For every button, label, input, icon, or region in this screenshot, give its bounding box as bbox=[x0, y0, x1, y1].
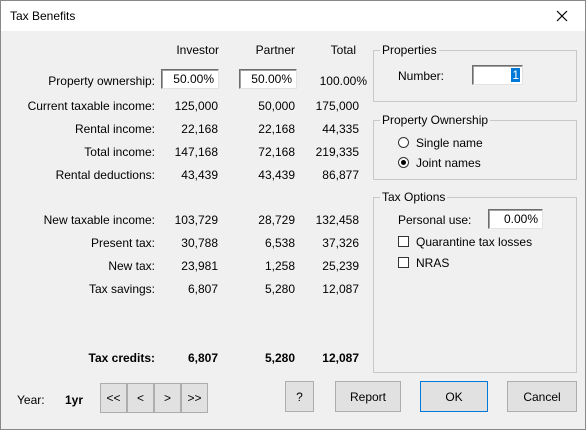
total-value: 219,335 bbox=[315, 145, 359, 159]
investor-credits: 6,807 bbox=[187, 351, 218, 365]
previous-year-button[interactable]: < bbox=[127, 383, 154, 413]
row-label: Rental income: bbox=[74, 122, 155, 136]
property-number-value: 1 bbox=[511, 68, 520, 82]
investor-value: 6,807 bbox=[187, 282, 218, 296]
row-label: New taxable income: bbox=[43, 213, 155, 227]
number-label: Number: bbox=[398, 69, 445, 83]
report-button[interactable]: Report bbox=[335, 381, 401, 412]
first-year-button[interactable]: << bbox=[100, 383, 127, 413]
partner-ownership-input[interactable]: 50.00% bbox=[239, 69, 297, 89]
investor-value: 22,168 bbox=[181, 122, 218, 136]
joint-names-label: Joint names bbox=[416, 156, 481, 170]
quarantine-label: Quarantine tax losses bbox=[416, 235, 533, 249]
column-header-partner: Partner bbox=[255, 43, 295, 57]
nras-label: NRAS bbox=[416, 256, 450, 270]
total-ownership: 100.00% bbox=[319, 74, 367, 88]
row-label: Current taxable income: bbox=[27, 99, 155, 113]
cancel-button[interactable]: Cancel bbox=[507, 381, 577, 412]
tax-credits-label: Tax credits: bbox=[88, 351, 155, 365]
joint-names-radio[interactable] bbox=[398, 157, 409, 168]
investor-ownership-input[interactable]: 50.00% bbox=[161, 69, 219, 89]
property-ownership-group: Property Ownership Single name Joint nam… bbox=[373, 113, 577, 180]
partner-value: 43,439 bbox=[258, 168, 295, 182]
total-value: 86,877 bbox=[322, 168, 359, 182]
tax-options-group: Tax Options Personal use: 0.00% Quaranti… bbox=[373, 190, 577, 373]
row-label: Present tax: bbox=[90, 236, 155, 250]
partner-value: 5,280 bbox=[264, 282, 295, 296]
investor-value: 125,000 bbox=[174, 99, 218, 113]
row-label: Tax savings: bbox=[88, 282, 155, 296]
investor-value: 43,439 bbox=[181, 168, 218, 182]
investor-value: 23,981 bbox=[181, 259, 218, 273]
tax-options-group-title: Tax Options bbox=[380, 190, 448, 204]
personal-use-input[interactable]: 0.00% bbox=[488, 209, 543, 229]
total-value: 132,458 bbox=[315, 213, 359, 227]
help-button[interactable]: ? bbox=[285, 381, 314, 412]
quarantine-checkbox[interactable] bbox=[398, 236, 409, 247]
close-button[interactable] bbox=[539, 1, 585, 31]
total-credits: 12,087 bbox=[322, 351, 359, 365]
ok-button[interactable]: OK bbox=[420, 381, 488, 412]
close-icon bbox=[556, 10, 568, 22]
ownership-label: Property ownership: bbox=[48, 74, 155, 88]
properties-group-title: Properties bbox=[380, 43, 439, 57]
year-value: 1yr bbox=[65, 393, 84, 407]
total-value: 175,000 bbox=[315, 99, 359, 113]
partner-value: 50,000 bbox=[258, 99, 295, 113]
nras-checkbox[interactable] bbox=[398, 257, 409, 268]
year-label: Year: bbox=[17, 393, 45, 407]
personal-use-label: Personal use: bbox=[398, 213, 472, 227]
total-value: 37,326 bbox=[322, 236, 359, 250]
partner-credits: 5,280 bbox=[264, 351, 295, 365]
total-value: 12,087 bbox=[322, 282, 359, 296]
investor-value: 30,788 bbox=[181, 236, 218, 250]
property-ownership-group-title: Property Ownership bbox=[380, 113, 491, 127]
column-header-investor: Investor bbox=[176, 43, 219, 57]
last-year-button[interactable]: >> bbox=[181, 383, 208, 413]
next-year-button[interactable]: > bbox=[154, 383, 181, 413]
title-bar: Tax Benefits bbox=[1, 1, 585, 31]
partner-value: 1,258 bbox=[264, 259, 295, 273]
row-label: Total income: bbox=[84, 145, 155, 159]
partner-value: 28,729 bbox=[258, 213, 295, 227]
properties-group: Properties Number: 1 bbox=[373, 43, 577, 102]
column-header-total: Total bbox=[330, 43, 356, 57]
investor-value: 147,168 bbox=[174, 145, 218, 159]
window-title: Tax Benefits bbox=[10, 9, 76, 23]
row-label: New tax: bbox=[108, 259, 155, 273]
partner-value: 72,168 bbox=[258, 145, 295, 159]
partner-value: 6,538 bbox=[264, 236, 295, 250]
total-value: 44,335 bbox=[322, 122, 359, 136]
single-name-radio[interactable] bbox=[398, 137, 409, 148]
property-number-input[interactable]: 1 bbox=[472, 65, 523, 85]
investor-value: 103,729 bbox=[174, 213, 218, 227]
row-label: Rental deductions: bbox=[55, 168, 155, 182]
total-value: 25,239 bbox=[322, 259, 359, 273]
partner-value: 22,168 bbox=[258, 122, 295, 136]
single-name-label: Single name bbox=[416, 136, 483, 150]
